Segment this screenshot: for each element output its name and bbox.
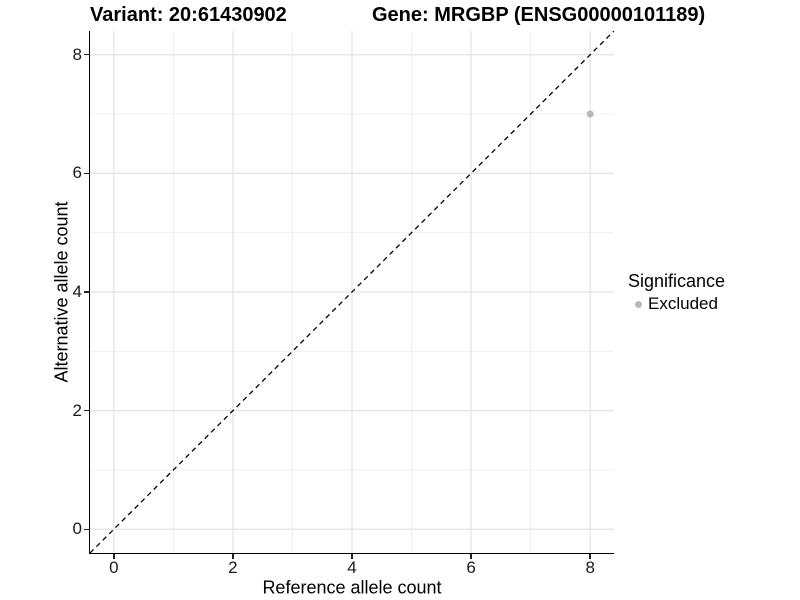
y-axis-tick-label: 8 [72,44,82,64]
y-axis-line [88,31,90,555]
x-axis-line [88,553,614,555]
x-axis-tick-label: 4 [347,558,357,577]
data-point [586,110,594,118]
plot-panel [90,31,614,553]
x-axis-tick-label: 0 [109,558,119,577]
y-axis-tick-mark [83,172,89,175]
x-axis-tick-mark [232,554,234,560]
y-axis-tick-label: 6 [72,163,82,183]
plot-panel-canvas [90,31,614,553]
plot-title-gene: Gene: MRGBP (ENSG00000101189) [372,4,706,26]
y-axis-tick-mark [83,528,89,531]
x-axis-tick-label: 6 [466,558,476,577]
plot-title-variant: Variant: 20:61430902 [90,4,287,26]
legend-point-icon [635,300,642,308]
legend-item-excluded: Excluded [628,293,725,315]
legend: Significance Excluded [628,270,725,315]
x-axis-title: Reference allele count [262,577,442,598]
x-axis-tick-label: 2 [228,558,238,577]
x-axis-tick-mark [470,554,472,560]
y-axis-tick-label: 0 [72,519,82,539]
y-axis-tick-mark [83,53,89,56]
y-axis-tick-mark [83,409,89,412]
y-axis-tick-label: 4 [72,282,82,301]
legend-title: Significance [628,271,726,291]
x-axis-tick-label: 8 [585,558,595,577]
y-axis-tick-mark [83,291,89,293]
x-axis-tick-mark [113,554,115,560]
x-axis-tick-mark [589,554,591,560]
identity-reference-line [90,31,614,553]
x-axis-tick-mark [351,554,353,560]
y-axis-tick-label: 2 [72,400,82,420]
legend-item-label: Excluded [648,294,718,313]
